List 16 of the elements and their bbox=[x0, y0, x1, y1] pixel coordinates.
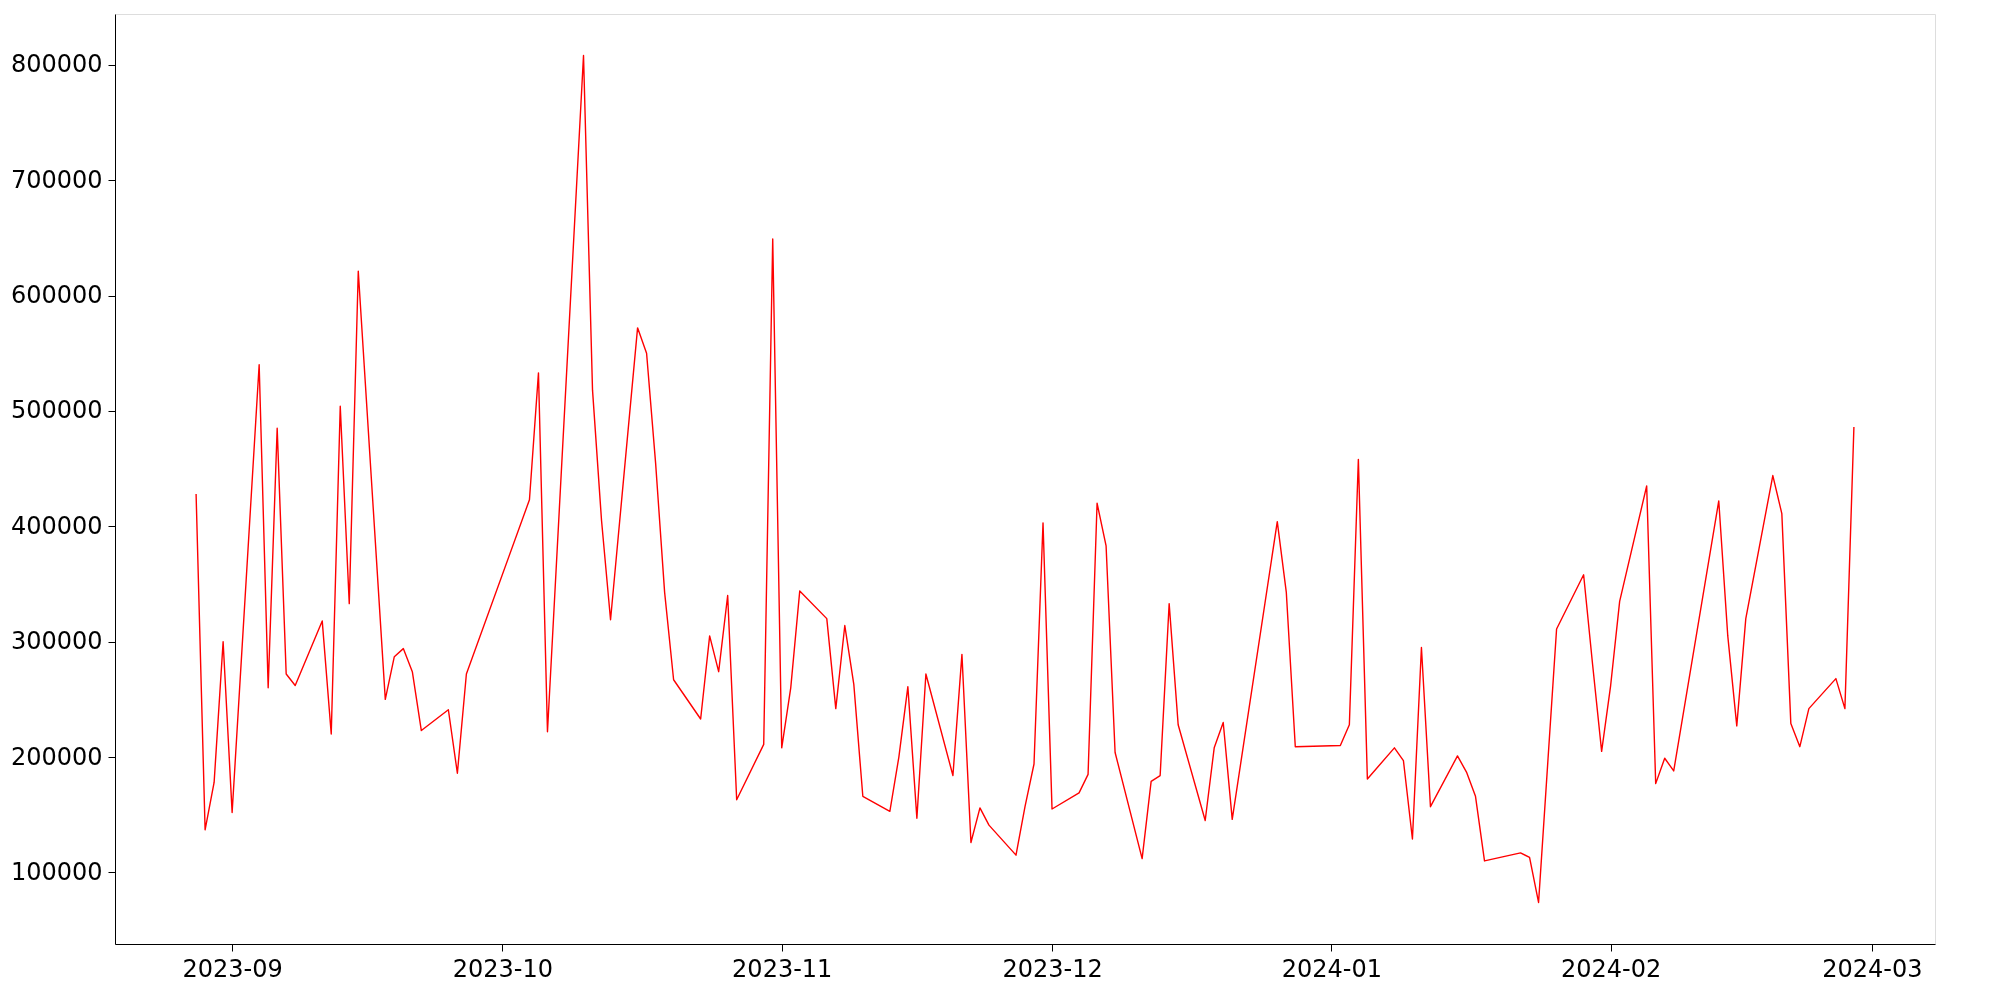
x-tick-label: 2024-01 bbox=[1281, 954, 1382, 983]
x-tick-label: 2024-03 bbox=[1822, 954, 1923, 983]
y-tick-label: 100000 bbox=[10, 857, 103, 886]
y-tick-label: 200000 bbox=[10, 742, 103, 771]
x-tick-label: 2023-09 bbox=[182, 954, 283, 983]
line-series bbox=[195, 54, 1855, 904]
y-tick-label: 400000 bbox=[10, 511, 103, 540]
x-tick-label: 2023-11 bbox=[732, 954, 833, 983]
x-tick-label: 2023-10 bbox=[452, 954, 554, 983]
y-tick-label: 800000 bbox=[10, 50, 103, 79]
y-tick-label: 600000 bbox=[10, 281, 103, 310]
y-tick-label: 500000 bbox=[10, 396, 103, 425]
x-tick-label: 2023-12 bbox=[1002, 954, 1103, 983]
x-tick-label: 2024-02 bbox=[1561, 954, 1662, 983]
y-tick-label: 700000 bbox=[10, 165, 103, 194]
y-tick-label: 300000 bbox=[10, 627, 103, 656]
